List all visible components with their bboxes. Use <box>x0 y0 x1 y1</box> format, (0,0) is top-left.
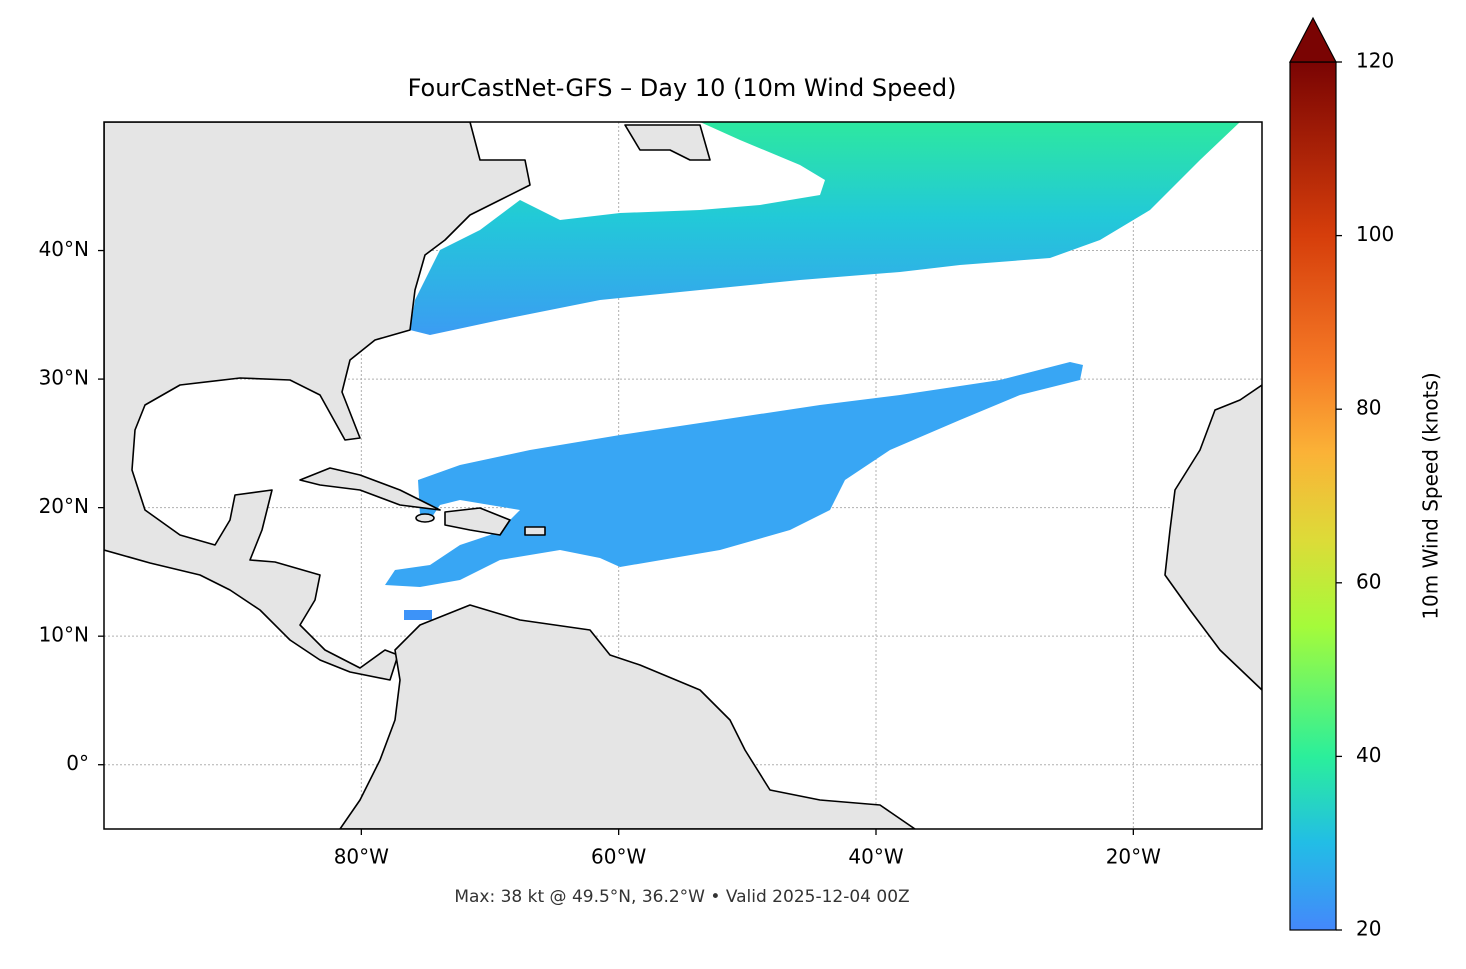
puerto-rico <box>524 526 546 536</box>
south-america <box>339 604 916 829</box>
map-footer: Max: 38 kt @ 49.5°N, 36.2°W • Valid 2025… <box>454 887 909 907</box>
map-frame <box>103 121 1263 830</box>
wind-band <box>385 362 1083 587</box>
africa <box>1164 384 1262 691</box>
colorbar-tick-label: 80 <box>1356 396 1381 420</box>
hispaniola <box>444 507 511 536</box>
north-america <box>104 122 531 681</box>
x-tick-label: 80°W <box>334 845 389 869</box>
map-title: FourCastNet-GFS – Day 10 (10m Wind Speed… <box>408 74 957 102</box>
newfoundland <box>624 124 711 161</box>
cuba <box>299 467 441 511</box>
y-tick-label: 40°N <box>39 237 89 261</box>
colorbar-label: 10m Wind Speed (knots) <box>1419 372 1443 619</box>
wind-patch <box>404 610 432 620</box>
colorbar <box>1289 61 1337 931</box>
jamaica <box>415 513 435 523</box>
y-tick-label: 20°N <box>39 494 89 518</box>
wind-band <box>410 122 1240 335</box>
y-tick-label: 30°N <box>39 366 89 390</box>
colorbar-tick-label: 100 <box>1356 222 1394 246</box>
map-body <box>104 122 1262 829</box>
colorbar-tick-label: 40 <box>1356 743 1381 767</box>
x-tick-label: 40°W <box>848 845 903 869</box>
colorbar-extension <box>1289 16 1337 63</box>
colorbar-tick-label: 120 <box>1356 49 1394 73</box>
x-tick-label: 60°W <box>591 845 646 869</box>
x-tick-label: 20°W <box>1106 845 1161 869</box>
y-tick-label: 10°N <box>39 623 89 647</box>
colorbar-tick-label: 20 <box>1356 917 1381 941</box>
colorbar-tick-label: 60 <box>1356 569 1381 593</box>
y-tick-label: 0° <box>66 751 89 775</box>
